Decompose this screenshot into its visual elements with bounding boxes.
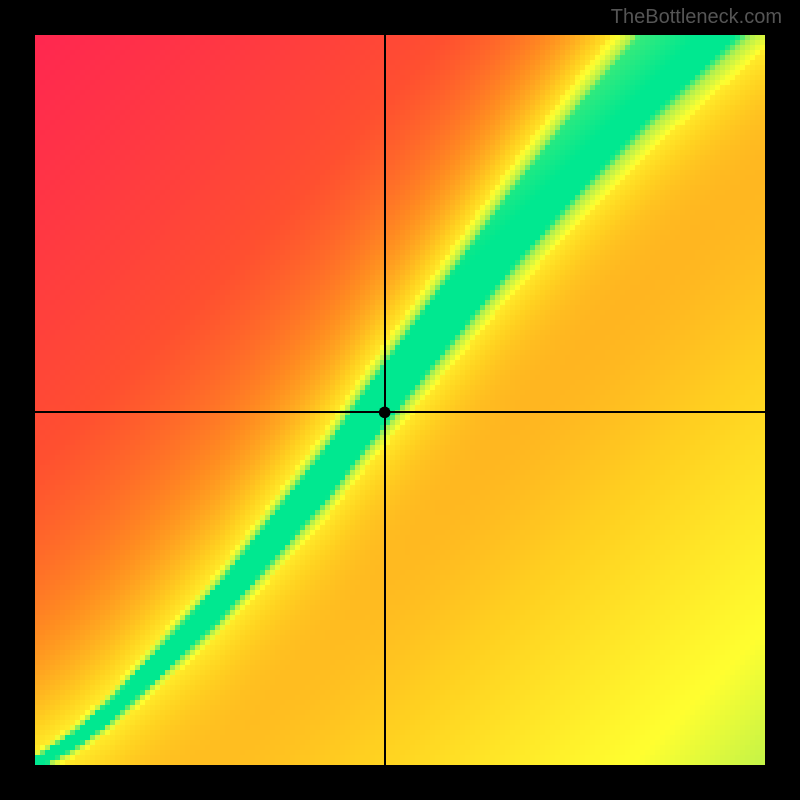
crosshair-overlay [35,35,765,765]
chart-container: TheBottleneck.com [0,0,800,800]
watermark-text: TheBottleneck.com [611,6,782,29]
